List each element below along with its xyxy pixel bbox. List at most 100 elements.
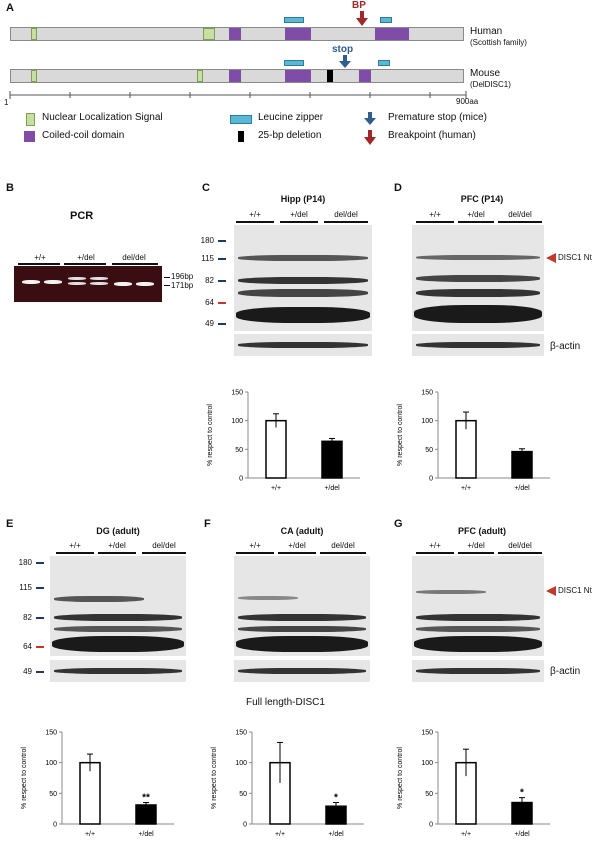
human-nls-1 <box>31 28 37 40</box>
g-disc1-arrow-icon <box>546 586 556 596</box>
x-tick-label: +/del <box>514 485 530 492</box>
panel-g-label: G <box>394 518 403 530</box>
g-group-hom-line <box>498 552 542 554</box>
stop-arrow-icon <box>339 55 351 68</box>
f-actin-band <box>238 668 366 674</box>
pcr-band <box>90 282 108 285</box>
e-actin-blot <box>50 660 186 682</box>
bar <box>135 804 157 825</box>
e-mw-tick-red <box>36 646 44 648</box>
c-band-82 <box>238 277 368 284</box>
x-tick-label: +/del <box>328 831 344 838</box>
e-mw-tick <box>36 562 44 564</box>
y-axis-label: % respect to control <box>397 747 404 809</box>
legend-stop-arrow-icon <box>364 112 376 125</box>
legend-cc-swatch <box>24 131 35 142</box>
e-mw-tick <box>36 617 44 619</box>
c-mw-49: 49 <box>205 319 214 328</box>
g-band-82 <box>416 614 540 621</box>
c-mw-115: 115 <box>201 254 214 263</box>
panel-e-title: DG (adult) <box>96 526 140 536</box>
y-axis-label: % respect to control <box>397 404 404 466</box>
c-group-hom: del/del <box>334 210 358 219</box>
d-band-82 <box>416 275 540 282</box>
e-mw-tick <box>36 671 44 673</box>
y-tick-label: 0 <box>429 822 433 829</box>
panel-a-label: A <box>6 2 14 14</box>
y-tick-label: 50 <box>239 791 247 798</box>
bar <box>321 440 343 479</box>
d-band-55 <box>414 305 542 323</box>
f-actin-blot <box>234 660 370 682</box>
panel-f-label: F <box>204 518 211 530</box>
g-band-70 <box>416 626 540 632</box>
g-disc1-label: DISC1 Nt <box>558 586 592 595</box>
d-group-hom-line <box>498 221 542 223</box>
c-group-het-line <box>280 221 318 223</box>
c-group-het: +/del <box>290 210 308 219</box>
stop-label: stop <box>332 44 354 55</box>
panel-g-title: PFC (adult) <box>458 526 506 536</box>
e-band-82 <box>54 614 182 621</box>
d-group-het: +/del <box>467 210 485 219</box>
chart-g: % respect to control 0 50 100 150 +/+ * +/del <box>397 730 550 838</box>
pcr-band <box>136 282 154 286</box>
y-axis-label: % respect to control <box>207 404 214 466</box>
y-tick-label: 0 <box>239 476 243 483</box>
y-tick-label: 150 <box>45 730 57 737</box>
chart-f: % respect to control 0 50 100 150 +/+ * +/del <box>211 730 364 838</box>
legend-cc-text: Coiled-coil domain <box>42 130 125 141</box>
x-tick-label: +/del <box>138 831 154 838</box>
y-tick-label: 150 <box>231 390 243 397</box>
f-group-wt-line <box>236 552 274 554</box>
bp-arrow-icon <box>356 11 368 26</box>
panel-e-label: E <box>6 518 14 530</box>
human-protein-bar <box>10 27 464 41</box>
panel-b-label: B <box>6 182 14 194</box>
y-axis-label: % respect to control <box>211 747 218 809</box>
c-mw-tick <box>218 280 226 282</box>
e-mw-115: 115 <box>19 583 32 592</box>
pcr-band <box>22 280 40 284</box>
x-tick-label: +/+ <box>461 485 471 492</box>
scale-start: 1 <box>4 98 9 107</box>
e-band-70 <box>54 626 182 632</box>
mouse-leucine-zipper-2 <box>378 60 390 66</box>
e-group-wt-line <box>56 552 94 554</box>
chart-e: % respect to control 0 50 100 150 +/+ ** +/del <box>21 730 174 838</box>
mouse-nls-1 <box>31 70 37 82</box>
bar <box>265 419 287 479</box>
panel-d-label: D <box>394 182 402 194</box>
pcr-group-wt: +/+ <box>34 253 46 262</box>
g-western-blot <box>412 556 544 656</box>
pcr-group-hom: del/del <box>122 253 146 262</box>
c-band-55 <box>236 307 370 323</box>
legend-del-swatch <box>238 131 244 142</box>
bar <box>79 761 101 825</box>
pcr-band <box>68 277 86 280</box>
g-actin-band <box>416 668 540 674</box>
human-coiled-coil-3 <box>375 28 409 40</box>
d-group-wt-line <box>416 221 454 223</box>
c-mw-82: 82 <box>205 276 214 285</box>
legend-bp-text: Breakpoint (human) <box>388 130 476 141</box>
mouse-coiled-coil-2 <box>285 70 311 82</box>
e-band-55 <box>52 636 184 652</box>
mouse-25bp-deletion <box>327 70 333 82</box>
c-mw-180: 180 <box>200 236 214 245</box>
f-group-het: +/del <box>288 541 306 550</box>
legend-stop-text: Premature stop (mice) <box>388 112 487 123</box>
panel-c-label: C <box>202 182 210 194</box>
d-group-hom: del/del <box>508 210 532 219</box>
human-leucine-zipper-1 <box>284 17 304 23</box>
f-band-82 <box>238 614 366 621</box>
c-mw-tick <box>218 240 226 242</box>
d-band-disc1 <box>416 255 540 260</box>
f-band-70 <box>238 626 366 632</box>
panel-d-title: PFC (P14) <box>460 194 504 204</box>
d-group-wt: +/+ <box>429 210 441 219</box>
c-group-hom-line <box>324 221 368 223</box>
g-actin-blot <box>412 660 544 682</box>
e-actin-band <box>54 668 182 674</box>
pcr-band <box>114 282 132 286</box>
